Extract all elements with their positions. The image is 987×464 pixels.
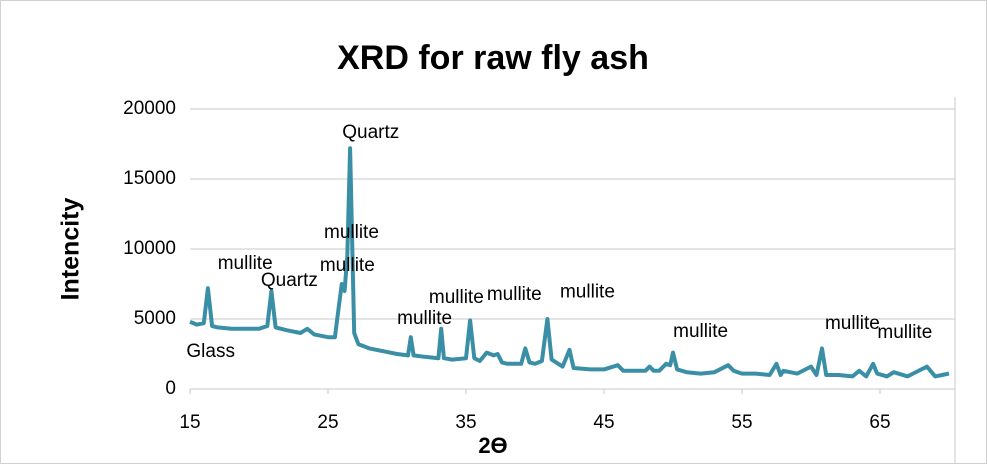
chart-title: XRD for raw fly ash	[337, 39, 649, 77]
data-line	[189, 146, 950, 379]
x-tick-label: 55	[731, 412, 752, 433]
annotation: mullite	[825, 313, 880, 334]
y-tick-label: 10000	[123, 238, 176, 259]
x-axis-label: 2ϴ	[478, 433, 507, 458]
annotation: mullite	[877, 322, 932, 343]
annotation: mullite	[324, 222, 379, 243]
annotation: Glass	[186, 341, 235, 362]
annotation: mullite	[218, 253, 273, 274]
x-tick-label: 45	[593, 412, 614, 433]
annotation: Quartz	[342, 122, 399, 143]
annotation: mullite	[560, 281, 615, 302]
y-tick-label: 5000	[134, 308, 176, 329]
x-tick-label: 65	[869, 412, 890, 433]
annotation: mullite	[320, 255, 375, 276]
annotation: mullite	[397, 308, 452, 329]
x-tick-label: 15	[179, 412, 200, 433]
x-tick-label: 25	[317, 412, 338, 433]
y-tick-label: 15000	[123, 168, 176, 189]
x-tick-label: 35	[455, 412, 476, 433]
annotation: mullite	[487, 284, 542, 305]
annotation: mullite	[673, 321, 728, 342]
y-tick-label: 20000	[123, 98, 176, 119]
y-axis-label: Intencity	[57, 198, 85, 301]
annotation: Quartz	[261, 270, 318, 291]
annotation: mullite	[429, 287, 484, 308]
y-tick-label: 0	[165, 378, 176, 399]
